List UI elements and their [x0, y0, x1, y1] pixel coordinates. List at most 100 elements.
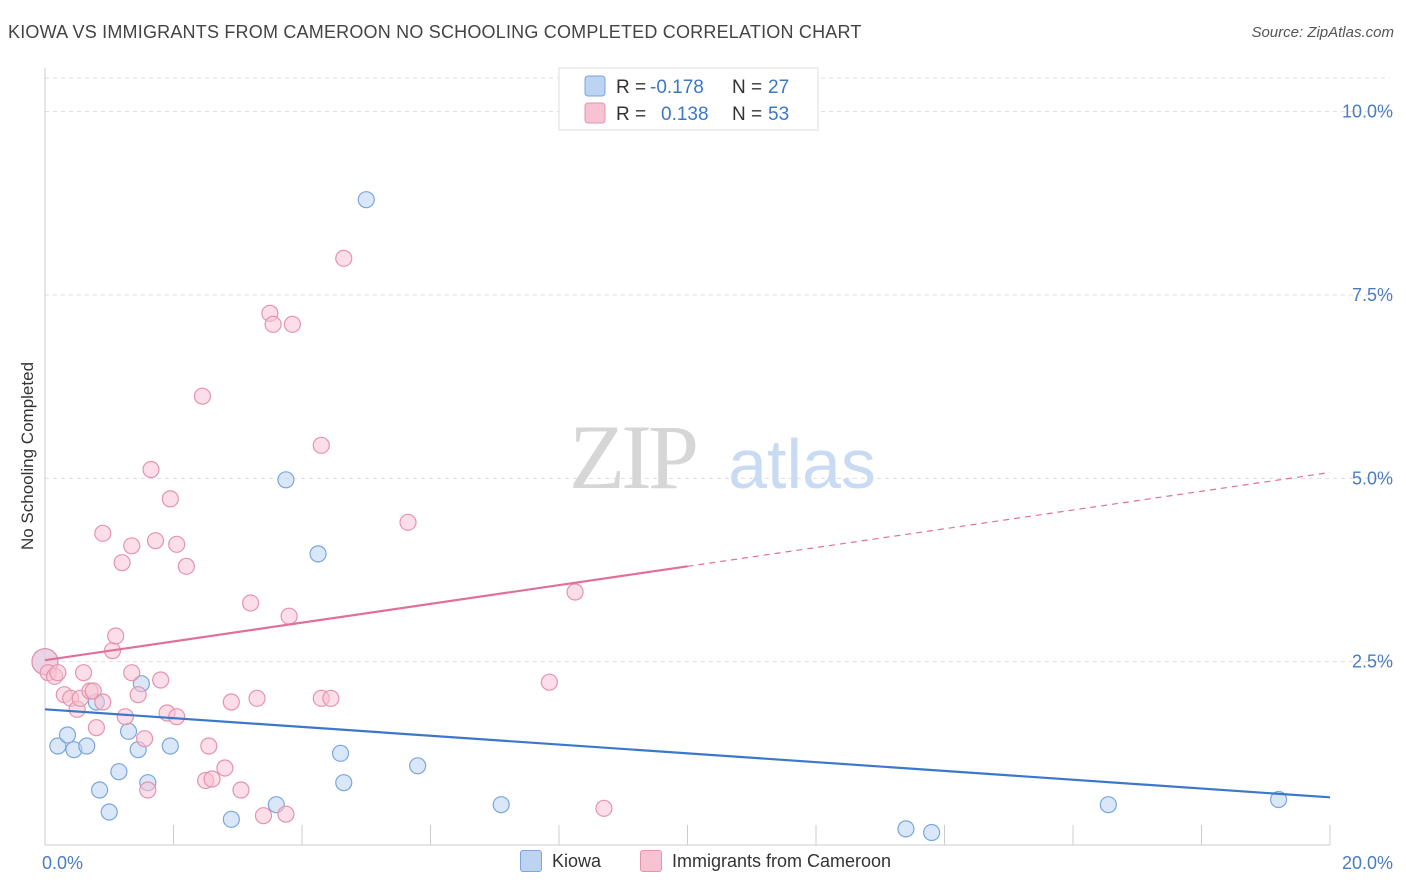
- legend-n-value-kiowa: 27: [768, 77, 789, 98]
- y-tick-label-3: 10.0%: [1342, 102, 1393, 122]
- cameroon-point-36: [222, 693, 240, 711]
- kiowa-point-22: [492, 796, 510, 814]
- legend-label-cameroon: Immigrants from Cameroon: [672, 850, 892, 871]
- grid-lines: [45, 77, 1390, 663]
- kiowa-point-4: [78, 737, 96, 755]
- y-tick-label-0: 2.5%: [1352, 652, 1393, 672]
- cameroon-point-25: [152, 671, 170, 689]
- source-label: Source: ZipAtlas.com: [1251, 24, 1394, 41]
- watermark-atlas: atlas: [728, 425, 876, 503]
- cameroon-trend-line-extension: [687, 471, 1331, 567]
- cameroon-point-37: [232, 781, 250, 799]
- cameroon-point-28: [168, 708, 186, 726]
- cameroon-point-21: [135, 730, 154, 748]
- kiowa-point-20: [357, 191, 375, 209]
- cameroon-point-42: [264, 315, 282, 333]
- cameroon-point-35: [216, 759, 234, 777]
- cameroon-point-45: [283, 315, 301, 333]
- kiowa-trend-line: [44, 708, 1331, 799]
- cameroon-point-40: [254, 807, 273, 825]
- cameroon-point-43: [277, 805, 295, 823]
- cameroon-point-16: [113, 554, 131, 572]
- cameroon-point-50: [399, 513, 417, 531]
- axes: [44, 68, 1331, 846]
- cameroon-point-3: [49, 664, 67, 682]
- cameroon-point-17: [116, 708, 134, 726]
- legend-swatch-cameroon: [584, 102, 606, 124]
- cameroon-point-52: [566, 583, 584, 601]
- legend-r-label-cameroon: R =: [616, 104, 646, 125]
- cameroon-point-48: [322, 689, 340, 707]
- cameroon-point-15: [107, 627, 125, 645]
- cameroon-point-10: [84, 682, 102, 700]
- watermark-zip: ZIP: [569, 406, 696, 508]
- kiowa-point-24: [923, 823, 941, 842]
- cameroon-point-12: [94, 693, 112, 711]
- trend-lines: [44, 471, 1331, 799]
- legend-swatch-cameroon-bottom: [640, 850, 662, 872]
- legend-n-value-cameroon: 53: [768, 104, 789, 125]
- legend-top: R = -0.178 N = 27 R = 0.138 N = 53: [558, 67, 819, 131]
- cameroon-point-46: [312, 436, 330, 454]
- watermark: ZIP atlas: [569, 406, 876, 508]
- cameroon-trend-line: [44, 565, 688, 662]
- legend-bottom: Kiowa Immigrants from Cameroon: [0, 850, 1406, 878]
- kiowa-point-18: [331, 744, 350, 762]
- y-tick-label-2: 7.5%: [1352, 285, 1393, 305]
- kiowa-point-23: [897, 820, 915, 838]
- legend-r-label-kiowa: R =: [616, 77, 646, 98]
- kiowa-point-26: [1269, 790, 1288, 809]
- cameroon-point-22: [139, 781, 157, 799]
- cameroon-point-53: [595, 799, 613, 817]
- cameroon-point-20: [129, 686, 147, 704]
- legend-n-label-kiowa: N =: [732, 77, 762, 98]
- cameroon-point-24: [146, 532, 165, 550]
- chart-title: KIOWA VS IMMIGRANTS FROM CAMEROON NO SCH…: [8, 22, 862, 42]
- legend-item-kiowa: Kiowa: [520, 850, 601, 872]
- cameroon-point-30: [177, 557, 195, 575]
- legend-r-value-kiowa: -0.178: [650, 77, 704, 98]
- legend-swatch-kiowa-bottom: [520, 850, 542, 872]
- kiowa-point-19: [335, 774, 353, 792]
- kiowa-point-14: [222, 810, 240, 828]
- kiowa-point-9: [119, 722, 138, 740]
- tick-labels: 2.5% 5.0% 7.5% 10.0% 0.0% 20.0%: [42, 102, 1393, 873]
- cameroon-point-11: [87, 719, 106, 737]
- y-tick-label-1: 5.0%: [1352, 468, 1393, 488]
- cameroon-point-27: [161, 490, 179, 508]
- kiowa-point-7: [100, 803, 118, 821]
- cameroon-points: [31, 249, 613, 825]
- cameroon-point-23: [142, 460, 160, 479]
- cameroon-point-13: [94, 524, 112, 542]
- kiowa-point-2: [58, 726, 77, 744]
- legend-n-label-cameroon: N =: [732, 104, 762, 125]
- kiowa-point-16: [277, 471, 295, 489]
- x-tick-label-0: 0.0%: [42, 853, 83, 873]
- legend-label-kiowa: Kiowa: [552, 850, 602, 871]
- cameroon-point-18: [123, 537, 141, 555]
- cameroon-point-38: [242, 594, 260, 612]
- legend-swatch-kiowa: [584, 75, 606, 97]
- cameroon-point-19: [123, 664, 141, 682]
- legend-r-value-cameroon: 0.138: [661, 104, 709, 125]
- cameroon-point-33: [200, 737, 218, 755]
- cameroon-point-51: [540, 673, 558, 691]
- cameroon-point-31: [193, 387, 212, 405]
- x-tick-label-1: 20.0%: [1342, 853, 1393, 873]
- cameroon-point-34: [203, 770, 221, 788]
- cameroon-point-29: [168, 535, 186, 553]
- kiowa-point-13: [161, 737, 179, 755]
- kiowa-point-21: [409, 757, 427, 775]
- kiowa-point-17: [309, 545, 327, 563]
- kiowa-point-6: [91, 781, 109, 799]
- kiowa-points: [31, 191, 1288, 842]
- cameroon-point-49: [335, 249, 353, 267]
- legend-item-cameroon: Immigrants from Cameroon: [640, 850, 891, 872]
- cameroon-point-44: [280, 607, 298, 625]
- cameroon-point-8: [74, 664, 93, 682]
- kiowa-point-1: [49, 737, 67, 755]
- kiowa-point-25: [1099, 796, 1117, 814]
- cameroon-point-39: [248, 689, 266, 707]
- kiowa-point-8: [110, 763, 128, 781]
